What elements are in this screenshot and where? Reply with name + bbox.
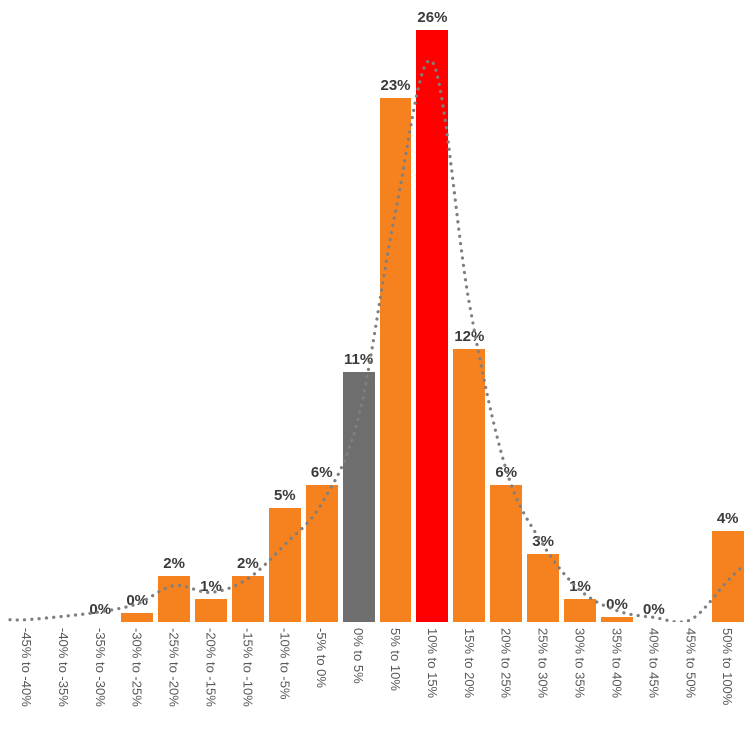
bar-default bbox=[711, 531, 744, 622]
x-axis-label: 5% to 10% bbox=[388, 628, 404, 691]
x-axis-label: 30% to 35% bbox=[572, 628, 588, 699]
bars: 0% 0% 2% 1% 2% 5% 6% 11% 23% 26% 12% 6% 3% 1% 0% 0% 4% bbox=[8, 0, 746, 622]
x-axis-cell: -45% to -40% bbox=[8, 628, 45, 742]
x-axis-cell: -15% to -10% bbox=[229, 628, 266, 742]
x-axis-label: -40% to -35% bbox=[55, 628, 71, 707]
bar-default bbox=[268, 508, 301, 622]
bar-column: 0% bbox=[119, 0, 156, 622]
x-axis-cell: -5% to 0% bbox=[303, 628, 340, 742]
x-axis-label: 15% to 20% bbox=[461, 628, 477, 699]
x-axis-cell: -30% to -25% bbox=[119, 628, 156, 742]
x-axis-cell: 30% to 35% bbox=[562, 628, 599, 742]
bar-value-label: 6% bbox=[310, 464, 333, 481]
x-axis-cell: -10% to -5% bbox=[266, 628, 303, 742]
bar-column: 23% bbox=[377, 0, 414, 622]
bar-column bbox=[672, 0, 709, 622]
x-axis-label: -20% to -15% bbox=[203, 628, 219, 707]
bar-default bbox=[490, 485, 523, 622]
bar-value-label: 12% bbox=[454, 328, 485, 345]
bar-column: 12% bbox=[451, 0, 488, 622]
bar-value-label: 1% bbox=[200, 578, 222, 595]
x-axis-cell: 5% to 10% bbox=[377, 628, 414, 742]
x-axis-label: -5% to 0% bbox=[314, 628, 330, 688]
x-axis-label: 20% to 25% bbox=[498, 628, 514, 699]
bar-column bbox=[45, 0, 82, 622]
x-axis-cell: -40% to -35% bbox=[45, 628, 82, 742]
bar-default bbox=[564, 599, 596, 622]
x-axis-cell: -25% to -20% bbox=[156, 628, 193, 742]
bar-column: 2% bbox=[229, 0, 266, 622]
x-axis-cell: 0% to 5% bbox=[340, 628, 377, 742]
bar-value-label: 11% bbox=[344, 351, 374, 368]
bar-value-label: 0% bbox=[126, 592, 149, 609]
bar-column: 1% bbox=[193, 0, 230, 622]
x-axis-cell: 40% to 45% bbox=[635, 628, 672, 742]
bar-highlight bbox=[416, 30, 449, 622]
bar-value-label: 2% bbox=[163, 555, 185, 572]
x-axis-cell: 35% to 40% bbox=[599, 628, 636, 742]
bar-column: 0% bbox=[82, 0, 119, 622]
bar-column: 0% bbox=[635, 0, 672, 622]
x-axis-label: -25% to -20% bbox=[166, 628, 182, 707]
bar-column: 6% bbox=[488, 0, 525, 622]
bar-default bbox=[195, 599, 227, 622]
bar-column bbox=[8, 0, 45, 622]
bar-column: 26% bbox=[414, 0, 451, 622]
bar-column: 1% bbox=[562, 0, 599, 622]
x-axis-label: 50% to 100% bbox=[720, 628, 736, 706]
bar-neutral bbox=[342, 372, 375, 622]
bar-value-label: 5% bbox=[273, 487, 296, 504]
x-axis-label: -10% to -5% bbox=[277, 628, 293, 700]
x-axis-label: 10% to 15% bbox=[424, 628, 440, 699]
bar-default bbox=[158, 576, 191, 622]
x-axis-label: 25% to 30% bbox=[535, 628, 551, 699]
x-axis-cell: 15% to 20% bbox=[451, 628, 488, 742]
bar-column: 3% bbox=[525, 0, 562, 622]
bar-value-label: 4% bbox=[716, 510, 739, 527]
bar-default bbox=[231, 576, 264, 622]
plot-area: 0% 0% 2% 1% 2% 5% 6% 11% 23% 26% 12% 6% 3% 1% 0% 0% 4% bbox=[8, 0, 746, 622]
x-axis-label: -30% to -25% bbox=[129, 628, 145, 707]
bar-default bbox=[379, 98, 412, 622]
x-axis-label: -35% to -30% bbox=[92, 628, 108, 707]
bar-column: 4% bbox=[709, 0, 746, 622]
bar-column: 5% bbox=[266, 0, 303, 622]
x-axis-label: -15% to -10% bbox=[240, 628, 256, 707]
bar-default bbox=[527, 554, 560, 622]
bar-default bbox=[305, 485, 338, 622]
x-axis-label: 40% to 45% bbox=[646, 628, 662, 699]
bar-value-label: 6% bbox=[495, 464, 518, 481]
bar-default bbox=[453, 349, 486, 622]
x-axis: -45% to -40% -40% to -35% -35% to -30% -30%… bbox=[8, 628, 746, 742]
x-axis-cell: 50% to 100% bbox=[709, 628, 746, 742]
bar-value-label: 3% bbox=[532, 533, 554, 550]
bar-value-label: 1% bbox=[569, 578, 591, 595]
bar-value-label: 23% bbox=[380, 77, 411, 94]
bar-column: 0% bbox=[599, 0, 636, 622]
bar-column: 2% bbox=[156, 0, 193, 622]
bar-default bbox=[121, 613, 154, 622]
x-axis-label: 0% to 5% bbox=[351, 628, 367, 684]
x-axis-cell: -20% to -15% bbox=[193, 628, 230, 742]
x-axis-label: 45% to 50% bbox=[683, 628, 699, 699]
x-axis-cell: -35% to -30% bbox=[82, 628, 119, 742]
bar-value-label: 2% bbox=[237, 555, 259, 572]
x-axis-cell: 20% to 25% bbox=[488, 628, 525, 742]
x-axis-label: 35% to 40% bbox=[609, 628, 625, 699]
bar-default bbox=[601, 617, 633, 622]
bar-column: 6% bbox=[303, 0, 340, 622]
x-axis-cell: 25% to 30% bbox=[525, 628, 562, 742]
bar-value-label: 0% bbox=[643, 601, 665, 618]
bar-value-label: 26% bbox=[417, 9, 448, 26]
x-axis-cell: 45% to 50% bbox=[672, 628, 709, 742]
x-axis-cell: 10% to 15% bbox=[414, 628, 451, 742]
x-axis-label: -45% to -40% bbox=[18, 628, 34, 707]
